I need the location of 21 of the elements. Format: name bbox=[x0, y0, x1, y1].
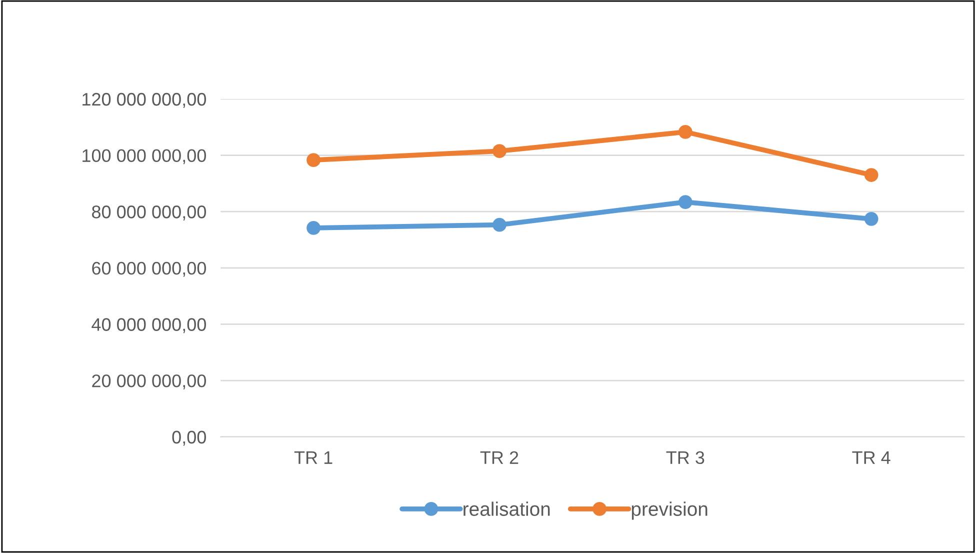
legend-label: realisation bbox=[464, 502, 550, 516]
point bbox=[492, 144, 506, 158]
point bbox=[678, 124, 692, 139]
y-tick-label: 120 000 000,00 bbox=[82, 92, 206, 108]
y-tick-label: 20 000 000,00 bbox=[92, 374, 206, 390]
y-tick-label: 80 000 000,00 bbox=[92, 206, 206, 220]
point bbox=[864, 168, 878, 182]
point bbox=[306, 153, 320, 168]
point bbox=[306, 221, 320, 235]
x-tick-label: TR 2 bbox=[480, 451, 518, 464]
point bbox=[678, 195, 692, 209]
y-tick-label: 0,00 bbox=[172, 430, 206, 446]
point bbox=[864, 212, 878, 226]
x-tick-label: TR 1 bbox=[294, 451, 332, 464]
x-tick-label: TR 4 bbox=[852, 451, 890, 464]
point bbox=[492, 218, 506, 232]
y-tick-label: 40 000 000,00 bbox=[92, 318, 206, 334]
y-tick-label: 100 000 000,00 bbox=[82, 149, 206, 164]
y-tick-label: 60 000 000,00 bbox=[92, 262, 206, 277]
x-tick-label: TR 3 bbox=[666, 451, 704, 464]
legend-label: prevision bbox=[632, 502, 708, 520]
